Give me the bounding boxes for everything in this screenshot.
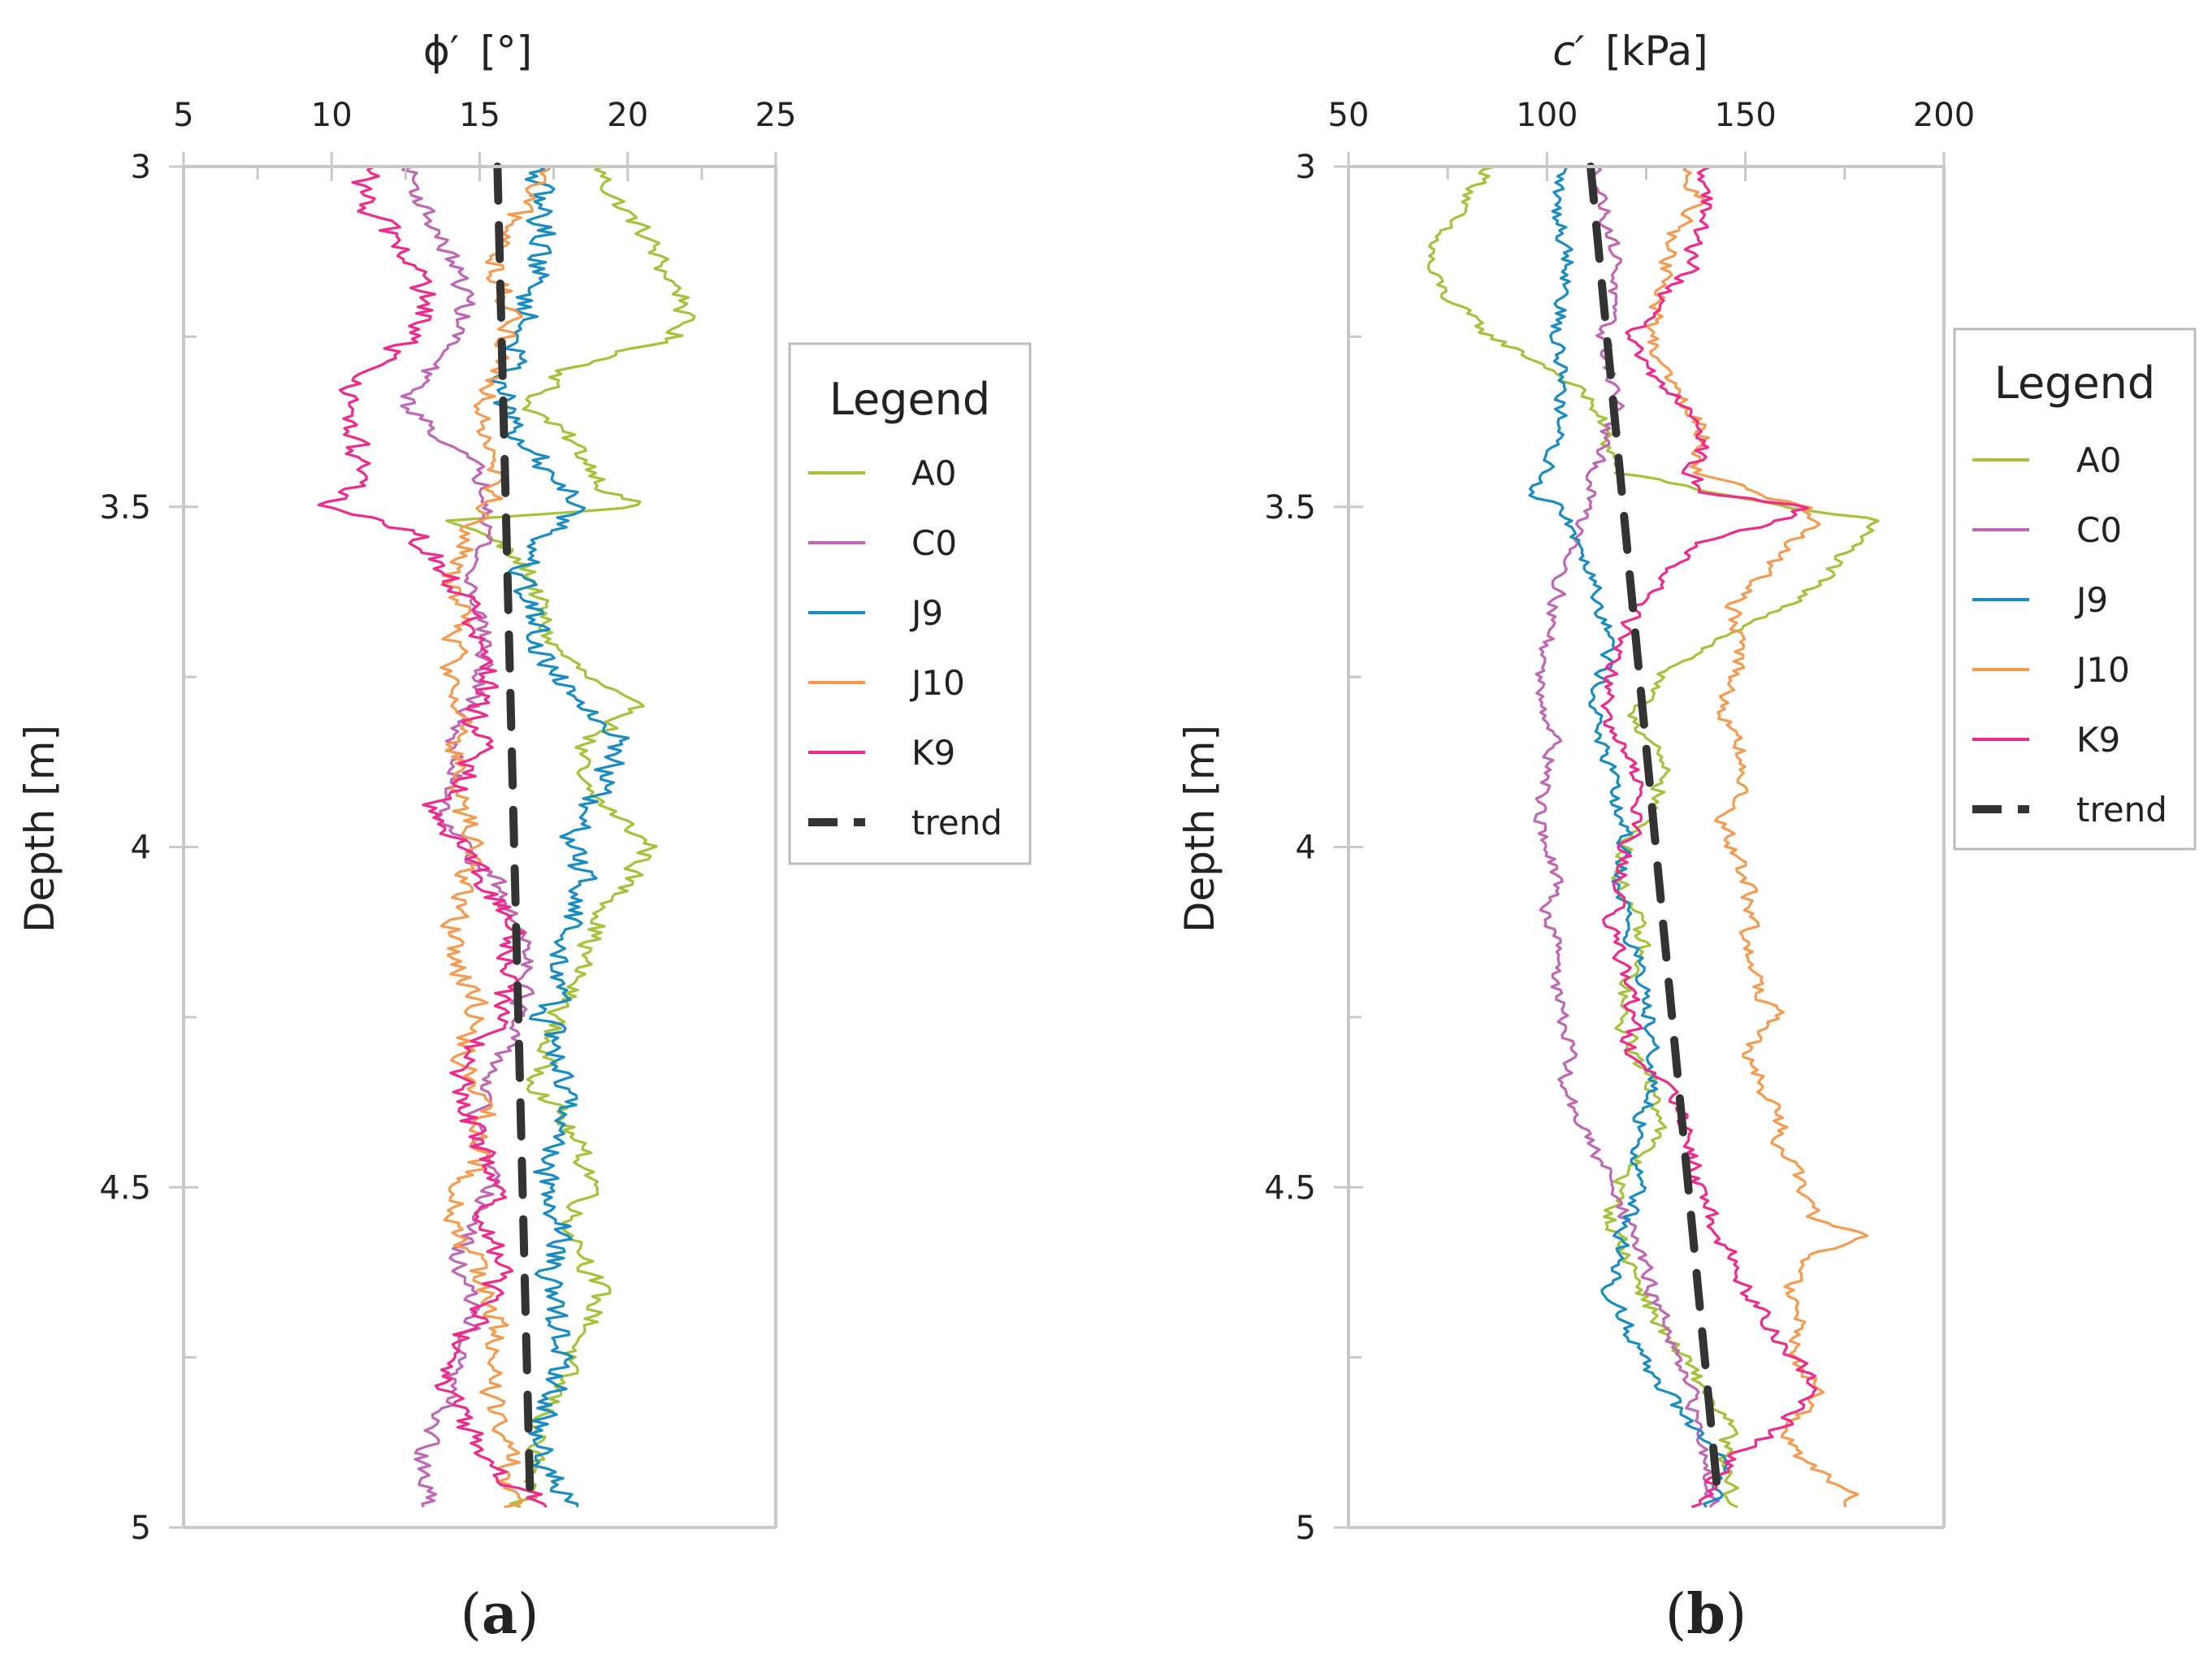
panel-b-y-axis-title: Depth [m]	[1176, 725, 1223, 933]
panel-b-trend-layer	[1586, 162, 1722, 1498]
panel-b-legend: Legend A0 C0 J9 J10 K9 trend	[1953, 327, 2197, 851]
panel-b-legend-frame	[1953, 327, 2197, 851]
panel-b-series-c0	[1533, 165, 1721, 1509]
panel-a-ticks: 5 10 15 20 25 3 3.5 4 4.5 5	[99, 97, 796, 1547]
panel-b-label-letter: b	[1686, 1582, 1725, 1647]
panel-b-label: (b)	[1665, 1582, 1747, 1647]
panel-b-axes	[1347, 165, 1946, 1529]
panel-a-legend-label-trend: trend	[911, 803, 1002, 843]
panel-a-label: (a)	[460, 1582, 539, 1647]
panel-b-series-j10	[1644, 166, 1869, 1508]
panel-a-label-open: (	[460, 1583, 482, 1647]
panel-a-legend-label-k9: K9	[911, 733, 955, 773]
panel-b-x-axis-title: c′ [kPa]	[1552, 28, 1708, 75]
panel-a-y-tick-label: 3.5	[99, 489, 151, 526]
panel-b-x-tick-label: 200	[1913, 97, 1975, 134]
panel-b-series-k9	[1600, 165, 1817, 1509]
panel-b-x-tick-label: 150	[1714, 97, 1776, 134]
panel-a-x-tick-label: 15	[459, 97, 500, 134]
panel-b-legend-label-trend: trend	[2076, 790, 2167, 830]
panel-a-x-tick-label: 25	[755, 97, 797, 134]
panel-a-x-tick-label: 10	[311, 97, 353, 134]
panel-b-legend-label-k9: K9	[2076, 720, 2120, 760]
panel-b-legend-label-j10: J10	[2074, 650, 2130, 690]
panel-b-trend-line	[1586, 162, 1722, 1498]
panel-a-trend-layer	[493, 162, 535, 1498]
panel-a-legend-entries: A0 C0 J9 J10 K9 trend	[808, 453, 1002, 843]
panel-a-y-tick-label: 5	[131, 1510, 151, 1547]
panel-a-x-unit: [°]	[480, 28, 532, 75]
panel-a-x-symbol: ϕ′	[423, 28, 459, 75]
panel-a-series-j10	[439, 165, 552, 1509]
panel-b-label-close: )	[1725, 1583, 1747, 1647]
panel-a-y-tick-label: 4	[131, 830, 151, 867]
panel-b-label-open: (	[1665, 1583, 1687, 1647]
panel-b-y-tick-label: 4	[1296, 830, 1316, 867]
panel-b-x-tick-label: 100	[1516, 97, 1578, 134]
panel-a-y-tick-label: 3	[131, 149, 151, 186]
panel-a-x-axis-title: ϕ′ [°]	[423, 28, 532, 75]
panel-a-legend-label-c0: C0	[911, 523, 957, 563]
panel-b-legend-entries: A0 C0 J9 J10 K9 trend	[1972, 440, 2167, 830]
panel-b-y-tick-label: 3	[1296, 149, 1316, 186]
panel-a-x-tick-label: 20	[607, 97, 648, 134]
panel-b-legend-label-j9: J9	[2074, 580, 2108, 620]
panel-b-legend-label-c0: C0	[2076, 510, 2122, 550]
panel-a-series-a0	[445, 165, 696, 1509]
panel-a-label-letter: a	[482, 1582, 517, 1647]
panel-a-series-j9	[488, 165, 630, 1507]
panel-b-x-tick-label: 50	[1328, 97, 1370, 134]
panel-a-legend-title: Legend	[829, 374, 990, 425]
panel-a-legend: Legend A0 C0 J9 J10 K9 trend	[788, 342, 1032, 865]
panel-b-y-tick-label: 3.5	[1264, 489, 1316, 526]
panel-b-legend-label-a0: A0	[2076, 440, 2121, 480]
panel-a-x-tick-label: 5	[173, 97, 193, 134]
panel-a-y-axis-title: Depth [m]	[16, 725, 63, 933]
panel-a-label-close: )	[517, 1583, 539, 1647]
panel-a-legend-frame	[788, 342, 1032, 865]
panel-a-series-layer	[317, 165, 696, 1509]
panel-b-series-j9	[1528, 166, 1730, 1508]
panel-a-trend-line	[493, 162, 535, 1498]
panel-b-y-tick-label: 5	[1296, 1510, 1316, 1547]
panel-a-legend-label-j10: J10	[909, 663, 965, 703]
panel-b-ticks: 50 100 150 200 3 3.5 4 4.5 5	[1264, 97, 1975, 1547]
panel-b-series-layer	[1426, 165, 1880, 1509]
panel-b-y-tick-label: 4.5	[1264, 1169, 1316, 1207]
panel-a-series-k9	[317, 165, 548, 1508]
panel-b-legend-title: Legend	[1994, 358, 2155, 409]
panel-b-x-unit: [kPa]	[1605, 28, 1708, 75]
panel-b-x-symbol: c′	[1552, 28, 1584, 75]
panel-a-legend-label-a0: A0	[911, 453, 956, 493]
panel-a-legend-label-j9: J9	[909, 593, 943, 633]
panel-a-y-tick-label: 4.5	[99, 1169, 151, 1207]
